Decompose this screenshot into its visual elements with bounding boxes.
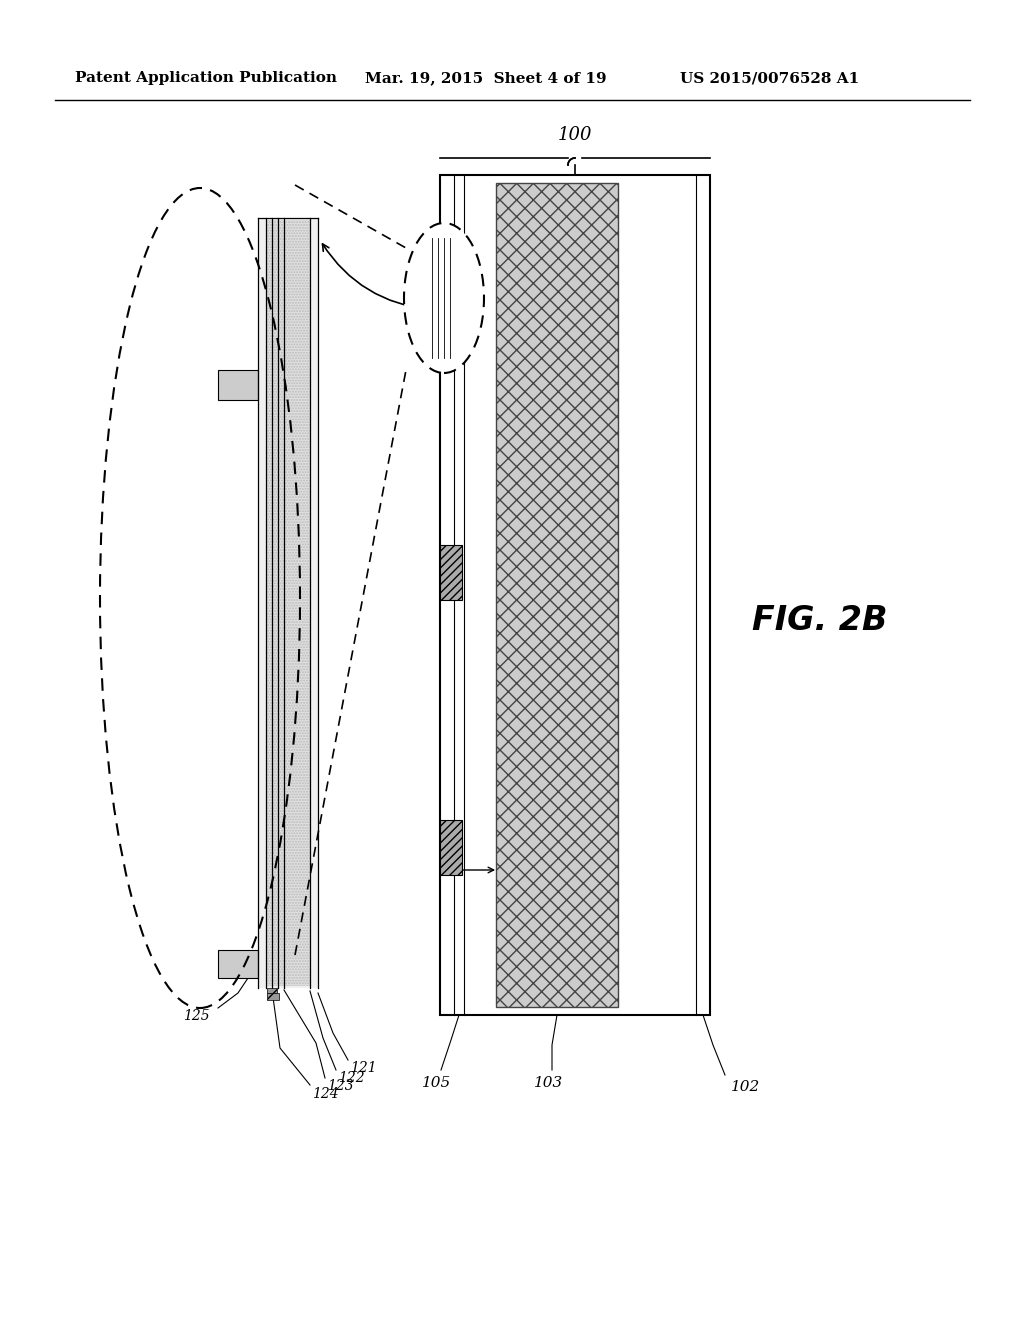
Bar (440, 176, 710, 1015)
Bar (258, 218, 318, 987)
Text: 121: 121 (350, 1061, 377, 1074)
Text: 120: 120 (439, 825, 453, 854)
Text: 100: 100 (558, 125, 592, 144)
Bar (440, 820, 462, 875)
Text: 123: 123 (327, 1078, 353, 1093)
Bar (267, 987, 278, 993)
Text: 103: 103 (535, 1076, 563, 1090)
Bar (218, 370, 258, 400)
Ellipse shape (406, 224, 482, 371)
Ellipse shape (404, 223, 484, 374)
Text: 124: 124 (312, 1086, 339, 1101)
Text: 102: 102 (731, 1080, 760, 1094)
Ellipse shape (406, 224, 482, 371)
Text: Mar. 19, 2015  Sheet 4 of 19: Mar. 19, 2015 Sheet 4 of 19 (365, 71, 606, 84)
Text: FIG. 2B: FIG. 2B (753, 603, 888, 636)
Bar (440, 271, 462, 325)
Bar (266, 220, 310, 986)
Bar (218, 950, 258, 978)
Text: 122: 122 (338, 1071, 365, 1085)
Text: US 2015/0076528 A1: US 2015/0076528 A1 (680, 71, 859, 84)
Bar (267, 993, 279, 1001)
Bar (496, 183, 618, 1007)
Bar (440, 545, 462, 601)
Text: 105: 105 (422, 1076, 452, 1090)
Text: Patent Application Publication: Patent Application Publication (75, 71, 337, 84)
Text: 125: 125 (183, 1008, 210, 1023)
